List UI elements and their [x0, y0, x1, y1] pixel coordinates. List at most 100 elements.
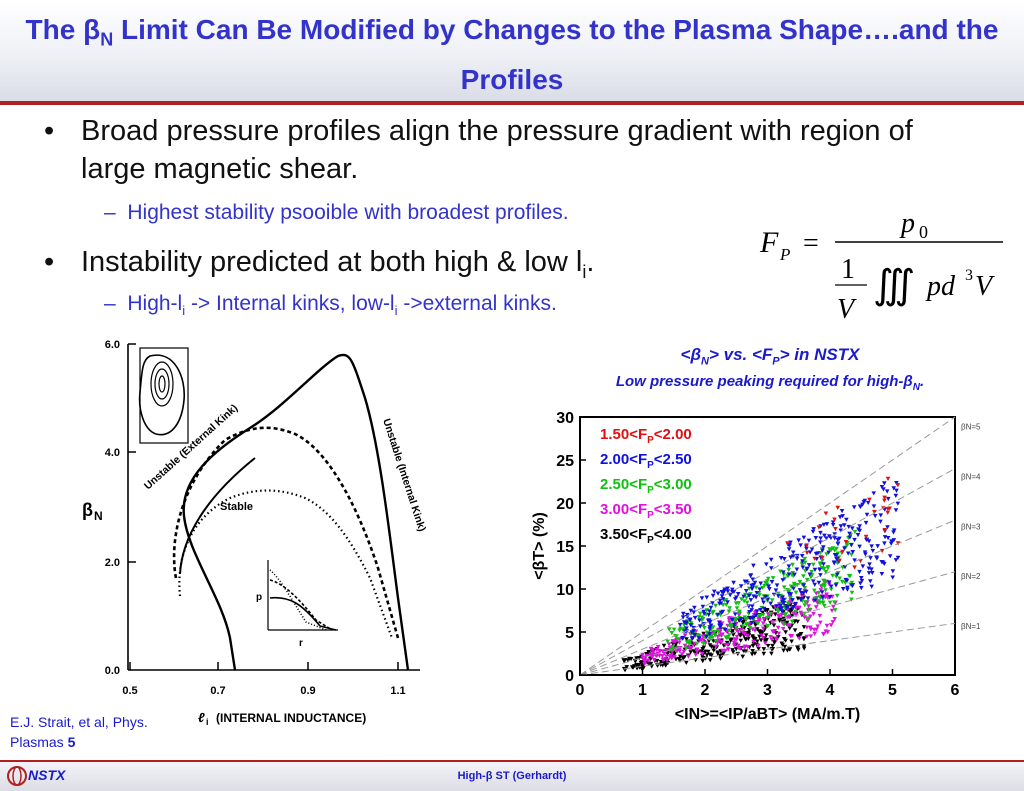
data-point	[830, 620, 836, 625]
data-point	[703, 649, 708, 654]
data-point	[702, 625, 707, 631]
data-point	[821, 567, 827, 572]
data-point	[822, 603, 827, 609]
data-point	[827, 600, 833, 605]
data-point	[858, 575, 864, 581]
data-point	[832, 608, 838, 613]
data-point	[829, 547, 834, 552]
data-point	[744, 600, 750, 605]
data-point	[781, 585, 787, 590]
data-point	[801, 646, 807, 651]
data-point	[804, 543, 809, 548]
data-point	[748, 573, 754, 578]
data-point	[820, 548, 825, 553]
data-point	[743, 637, 748, 642]
data-point	[861, 500, 867, 505]
data-point	[682, 655, 687, 660]
data-point	[891, 538, 897, 543]
data-point	[840, 587, 846, 592]
betaT-vs-IN-scatter: βN=1 βN=2 βN=3 βN=4 βN=5 0 1 2 3 4 5 6 0 5 10 15 20 25 30 <…	[531, 410, 981, 723]
data-point	[882, 498, 887, 503]
data-point	[832, 600, 837, 605]
data-point	[783, 630, 788, 635]
data-point	[763, 594, 769, 600]
data-point	[818, 540, 823, 545]
data-point	[697, 611, 703, 616]
legend-entry: 2.00<FP<2.50	[600, 451, 692, 471]
data-point	[737, 609, 742, 614]
data-point	[725, 642, 730, 648]
data-point	[754, 639, 760, 644]
data-point	[824, 552, 829, 557]
data-point	[869, 544, 874, 549]
legend-entry: 1.50<FP<2.00	[600, 426, 692, 446]
data-point	[734, 606, 740, 611]
data-point	[625, 658, 631, 663]
pressure-profile-inset	[267, 560, 338, 631]
data-point	[804, 634, 810, 639]
data-point	[699, 596, 705, 601]
data-point	[775, 635, 781, 640]
data-point	[858, 581, 863, 586]
data-point	[751, 639, 756, 644]
data-point	[852, 537, 857, 543]
data-point	[887, 554, 893, 559]
data-point	[846, 573, 852, 579]
betaN-line-label: βN=5	[961, 423, 981, 432]
data-point	[732, 612, 738, 617]
data-point	[781, 570, 786, 575]
data-point	[728, 638, 733, 643]
data-point	[761, 600, 766, 605]
data-point	[758, 630, 764, 635]
data-point	[661, 657, 666, 662]
data-point	[818, 530, 823, 536]
data-point	[866, 571, 872, 576]
data-point	[766, 584, 771, 589]
data-point	[775, 625, 781, 630]
data-point	[860, 564, 866, 569]
data-point	[840, 549, 845, 554]
data-point	[731, 640, 737, 645]
data-point	[773, 612, 778, 617]
data-point	[743, 588, 749, 594]
data-point	[782, 557, 787, 562]
data-point	[737, 618, 743, 623]
data-point	[655, 644, 661, 650]
data-point	[738, 638, 744, 643]
data-point	[816, 525, 822, 530]
data-point	[843, 540, 849, 545]
data-point	[798, 610, 804, 615]
data-point	[680, 615, 686, 620]
data-point	[801, 535, 807, 540]
data-point	[867, 497, 872, 502]
data-point	[797, 579, 803, 585]
data-point	[642, 661, 647, 667]
data-point	[646, 658, 651, 663]
data-point	[771, 640, 777, 645]
y-tick-4: 4.0	[105, 447, 120, 459]
data-point	[868, 556, 873, 561]
data-point	[885, 535, 891, 541]
data-point	[765, 643, 771, 649]
data-point	[710, 601, 715, 606]
data-point	[720, 648, 725, 653]
data-point	[882, 528, 888, 533]
data-point	[753, 613, 759, 618]
data-point	[751, 563, 756, 568]
data-point	[642, 659, 648, 664]
data-point	[864, 512, 870, 518]
data-point	[893, 508, 899, 513]
data-point	[894, 488, 899, 493]
data-point	[821, 522, 827, 527]
data-point	[739, 627, 744, 633]
data-point	[763, 633, 769, 638]
data-point	[762, 583, 767, 588]
y-tick-label: 25	[556, 453, 574, 470]
data-point	[882, 481, 887, 486]
data-point	[681, 649, 687, 654]
data-point	[847, 531, 852, 536]
data-point	[895, 501, 901, 506]
data-point	[719, 589, 725, 595]
data-point	[725, 600, 730, 605]
data-point	[820, 595, 825, 600]
